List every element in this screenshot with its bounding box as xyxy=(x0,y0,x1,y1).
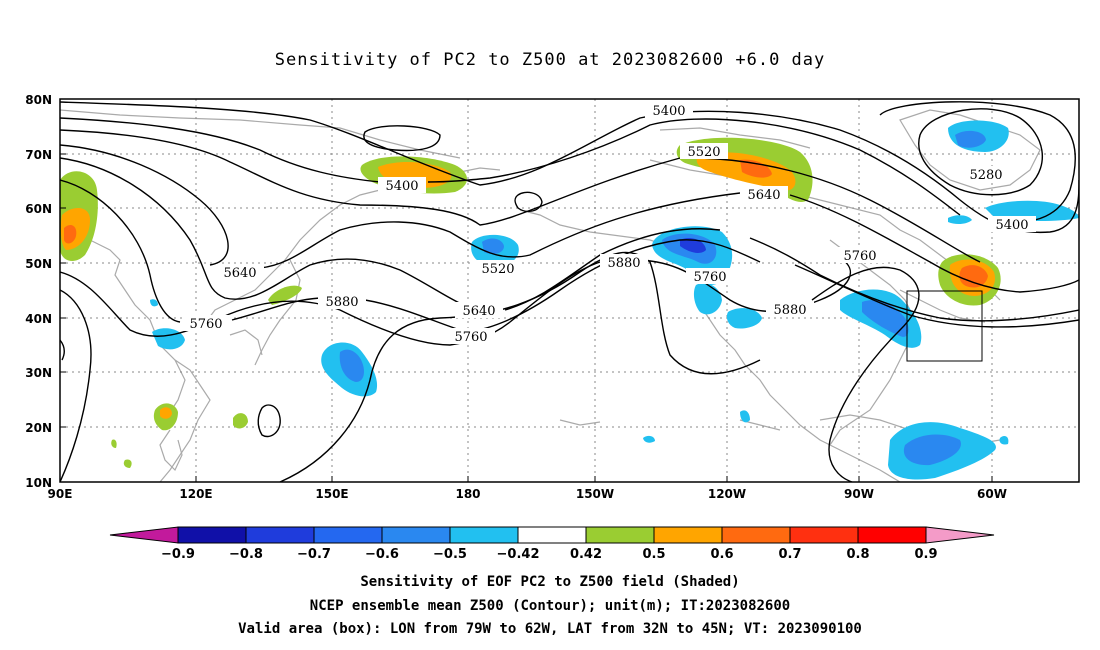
contour-label: 5760 xyxy=(843,249,876,264)
colorbar-label: 0.6 xyxy=(710,547,733,562)
colorbar-cell xyxy=(585,526,655,544)
contour-label: 5640 xyxy=(462,304,495,319)
lat-label: 20N xyxy=(25,421,52,435)
colorbar-label: 0.9 xyxy=(914,547,937,562)
lon-label: 180 xyxy=(455,487,480,501)
caption-line-2: NCEP ensemble mean Z500 (Contour); unit(… xyxy=(309,598,791,614)
lat-label: 70N xyxy=(25,148,52,162)
colorbar-label: 0.5 xyxy=(642,547,665,562)
colorbar-cell xyxy=(653,526,723,544)
lat-label: 50N xyxy=(25,257,52,271)
colorbar: −0.9 −0.8 −0.7 −0.6 −0.5 −0.42 0.42 0.5 … xyxy=(109,526,995,562)
colorbar-cell xyxy=(449,526,519,544)
lat-label: 80N xyxy=(25,93,52,107)
contour-label: 5400 xyxy=(995,218,1028,233)
colorbar-label: −0.5 xyxy=(433,547,467,562)
map-frame xyxy=(59,98,1080,483)
contour-label: 5280 xyxy=(969,168,1002,183)
colorbar-label: −0.8 xyxy=(229,547,263,562)
colorbar-label: −0.6 xyxy=(365,547,399,562)
contour-label: 5760 xyxy=(454,330,487,345)
latitude-labels: 80N 70N 60N 50N 40N 30N 20N 10N xyxy=(25,93,52,490)
contour-labels: 5400 5520 5640 5280 5400 5520 5880 5760 … xyxy=(182,102,1036,345)
colorbar-label: 0.42 xyxy=(570,547,602,562)
colorbar-cell xyxy=(789,526,859,544)
colorbar-cell xyxy=(721,526,791,544)
colorbar-cell xyxy=(245,526,315,544)
colorbar-cell xyxy=(109,526,179,544)
valid-area-box xyxy=(906,290,983,362)
contour-label: 5640 xyxy=(223,266,256,281)
colorbar-label: 0.8 xyxy=(846,547,869,562)
colorbar-cell xyxy=(925,526,995,544)
contour-label: 5520 xyxy=(481,262,514,277)
lon-label: 150W xyxy=(576,487,614,501)
caption-line-1: Sensitivity of EOF PC2 to Z500 field (Sh… xyxy=(360,574,740,590)
contour-label: 5640 xyxy=(747,188,780,203)
lon-label: 120E xyxy=(179,487,212,501)
colorbar-label: 0.7 xyxy=(778,547,801,562)
contour-label: 5400 xyxy=(652,104,685,119)
contour-label: 5880 xyxy=(607,256,640,271)
colorbar-label: −0.9 xyxy=(161,547,195,562)
colorbar-label: −0.42 xyxy=(497,547,540,562)
contour-label: 5880 xyxy=(773,303,806,318)
lon-label: 90W xyxy=(844,487,874,501)
lat-label: 10N xyxy=(25,476,52,490)
figure-title: Sensitivity of PC2 to Z500 at 2023082600… xyxy=(274,50,826,70)
contour-label: 5400 xyxy=(385,179,418,194)
contour-label: 5880 xyxy=(325,295,358,310)
lat-label: 30N xyxy=(25,366,52,380)
lon-label: 120W xyxy=(708,487,746,501)
colorbar-label: −0.7 xyxy=(297,547,331,562)
contour-label: 5520 xyxy=(687,145,720,160)
caption-line-3: Valid area (box): LON from 79W to 62W, L… xyxy=(238,621,862,637)
lon-label: 150E xyxy=(315,487,348,501)
lat-label: 40N xyxy=(25,312,52,326)
colorbar-cell xyxy=(313,526,383,544)
contour-label: 5760 xyxy=(189,317,222,332)
map-area: 5400 5520 5640 5280 5400 5520 5880 5760 … xyxy=(60,99,1079,482)
colorbar-cell xyxy=(857,526,927,544)
lon-label: 90E xyxy=(48,487,73,501)
axis-ticks xyxy=(60,98,993,483)
lon-label: 60W xyxy=(977,487,1007,501)
lat-label: 60N xyxy=(25,202,52,216)
colorbar-cell xyxy=(517,526,587,544)
contour-label: 5760 xyxy=(693,270,726,285)
colorbar-cell xyxy=(381,526,451,544)
colorbar-cell xyxy=(177,526,247,544)
longitude-labels: 90E 120E 150E 180 150W 120W 90W 60W xyxy=(48,487,1007,501)
